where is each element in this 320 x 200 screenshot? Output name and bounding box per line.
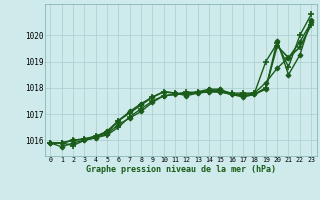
X-axis label: Graphe pression niveau de la mer (hPa): Graphe pression niveau de la mer (hPa): [86, 165, 276, 174]
